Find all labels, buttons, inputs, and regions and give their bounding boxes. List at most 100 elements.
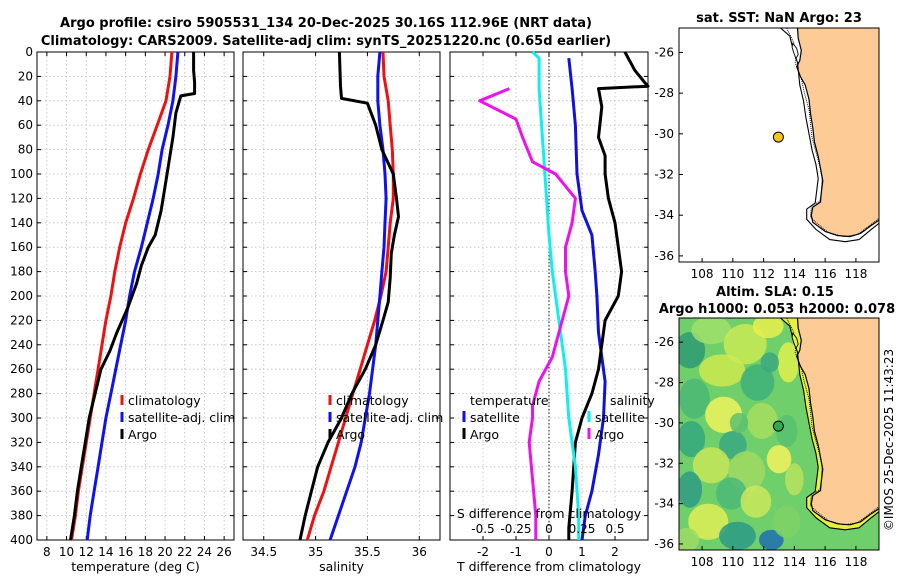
x-tick-label: 18 (138, 545, 153, 559)
x-tick-label: 24 (197, 545, 212, 559)
x-tick-label: 108 (691, 555, 714, 569)
y-tick-label: 100 (10, 167, 33, 181)
y-tick-label: 200 (10, 289, 33, 303)
sla-anomaly-patch (715, 477, 747, 510)
x-tick-label: 118 (844, 267, 867, 281)
legend-label: climatology (336, 393, 409, 408)
legend-label: Argo (470, 427, 499, 442)
sst-map-panel: 108 110 112 114 116 118 -26 -28 -30 -32 -34 -36 sat.… (654, 11, 880, 281)
y-tick-label: 280 (10, 387, 33, 401)
y-tick-label: -36 (654, 249, 674, 263)
x-tick-label: 34.5 (250, 545, 277, 559)
y-tick-label: 120 (10, 191, 33, 205)
temperature-profile-panel: 8 10 12 14 16 18 20 22 24 26020406080100120140160… (10, 45, 235, 574)
x-tick-label: 36 (412, 545, 427, 559)
sla-anomaly-patch (692, 447, 730, 484)
x-tick-label: 35 (308, 545, 323, 559)
y-tick-label: -32 (654, 456, 674, 470)
shark-bay-island (791, 42, 799, 60)
y-tick-label: 320 (10, 435, 33, 449)
land-mass (796, 28, 879, 238)
y-tick-label: 20 (18, 69, 33, 83)
sla-anomaly-patch (752, 318, 784, 339)
y-tick-label: 180 (10, 265, 33, 279)
y-tick-label: 140 (10, 216, 33, 230)
y-tick-label: -36 (654, 537, 674, 551)
plot-frame (242, 51, 441, 541)
legend-label: Argo (595, 427, 624, 442)
legend-title-salinity: salinity (610, 393, 655, 408)
map-content (679, 318, 879, 550)
y-tick-label: 40 (18, 94, 33, 108)
legend-label: satellite (470, 410, 520, 425)
legend-label: satellite-adj. clim (336, 410, 443, 425)
map-frame (678, 27, 880, 263)
x-axis-label-top: S difference from climatology (457, 506, 642, 521)
series-line-satellite-adj-clim (328, 51, 388, 541)
sla-anomaly-patch (759, 529, 784, 550)
x-tick-label: 112 (752, 555, 775, 569)
x-tick-label: 0 (545, 545, 553, 559)
x-tick-label: 112 (752, 267, 775, 281)
sla-anomaly-patch (760, 352, 779, 373)
y-tick-label: 380 (10, 509, 33, 523)
y-tick-label: 240 (10, 338, 33, 352)
series-line-salinity-satellite (531, 50, 581, 540)
x-tick-label: -1 (510, 545, 522, 559)
legend-title-temperature: temperature (470, 393, 549, 408)
series-line-argo (69, 52, 197, 541)
y-tick-label: 160 (10, 240, 33, 254)
sla-anomaly-patch (746, 402, 778, 440)
sla-anomaly-patch (679, 527, 699, 550)
imos-timestamp: ©IMOS 25-Dec-2025 11:43:23 (882, 349, 896, 531)
series-line-temperature-satellite (567, 57, 607, 541)
x-tick-label: 26 (217, 545, 232, 559)
figure-title-line2: Climatology: CARS2009. Satellite-adj cli… (41, 34, 611, 49)
x-tick-label: 116 (814, 267, 837, 281)
y-tick-label: 260 (10, 362, 33, 376)
x-top-tick-label: 0 (545, 522, 553, 536)
legend-label: Argo (336, 427, 365, 442)
isobath-inner (786, 28, 879, 238)
series-line-satellite-adj-clim (85, 51, 180, 541)
y-tick-label: 60 (18, 118, 33, 132)
x-tick-label: 1 (578, 545, 586, 559)
x-tick-label: 110 (721, 267, 744, 281)
x-tick-label: 8 (43, 545, 51, 559)
y-tick-label: 400 (10, 533, 33, 547)
argo-float-marker (772, 420, 784, 432)
sla-anomaly-patch (719, 521, 756, 550)
series-line-argo (298, 51, 400, 541)
sla-anomaly-patch (772, 505, 801, 538)
legend-label: climatology (128, 393, 201, 408)
sla-anomaly-patch (679, 332, 706, 369)
y-tick-label: -34 (654, 497, 674, 511)
y-tick-label: 80 (18, 143, 33, 157)
series-line-temperature-argo (567, 51, 650, 540)
x-top-tick-label: -0.25 (500, 522, 531, 536)
sla-anomaly-patch (719, 430, 747, 460)
y-tick-label: -32 (654, 168, 674, 182)
x-axis-label: temperature (deg C) (71, 559, 200, 574)
sla-anomaly-patch (679, 471, 703, 508)
x-axis-label: T difference from climatology (456, 559, 642, 574)
sla-anomaly-patch (679, 420, 706, 458)
figure-title-line1: Argo profile: csiro 5905531_134 20-Dec-2… (60, 16, 592, 31)
legend-label: satellite-adj. clim (128, 410, 235, 425)
x-tick-label: 16 (118, 545, 133, 559)
x-tick-label: 114 (783, 555, 806, 569)
sla-map-title-line1: Altim. SLA: 0.15 (716, 285, 834, 300)
x-tick-label: 110 (721, 555, 744, 569)
sla-anomaly-patch (766, 445, 792, 474)
x-top-tick-label: 0.25 (569, 522, 596, 536)
x-top-tick-label: 0.5 (605, 522, 624, 536)
x-tick-label: 10 (59, 545, 74, 559)
sla-anomaly-patch (723, 324, 767, 365)
y-tick-label: -28 (654, 376, 674, 390)
y-tick-label: 360 (10, 484, 33, 498)
y-tick-label: -26 (654, 45, 674, 59)
isobath-inner (786, 318, 879, 526)
sla-anomaly-patch (729, 412, 749, 433)
y-tick-label: 340 (10, 460, 33, 474)
